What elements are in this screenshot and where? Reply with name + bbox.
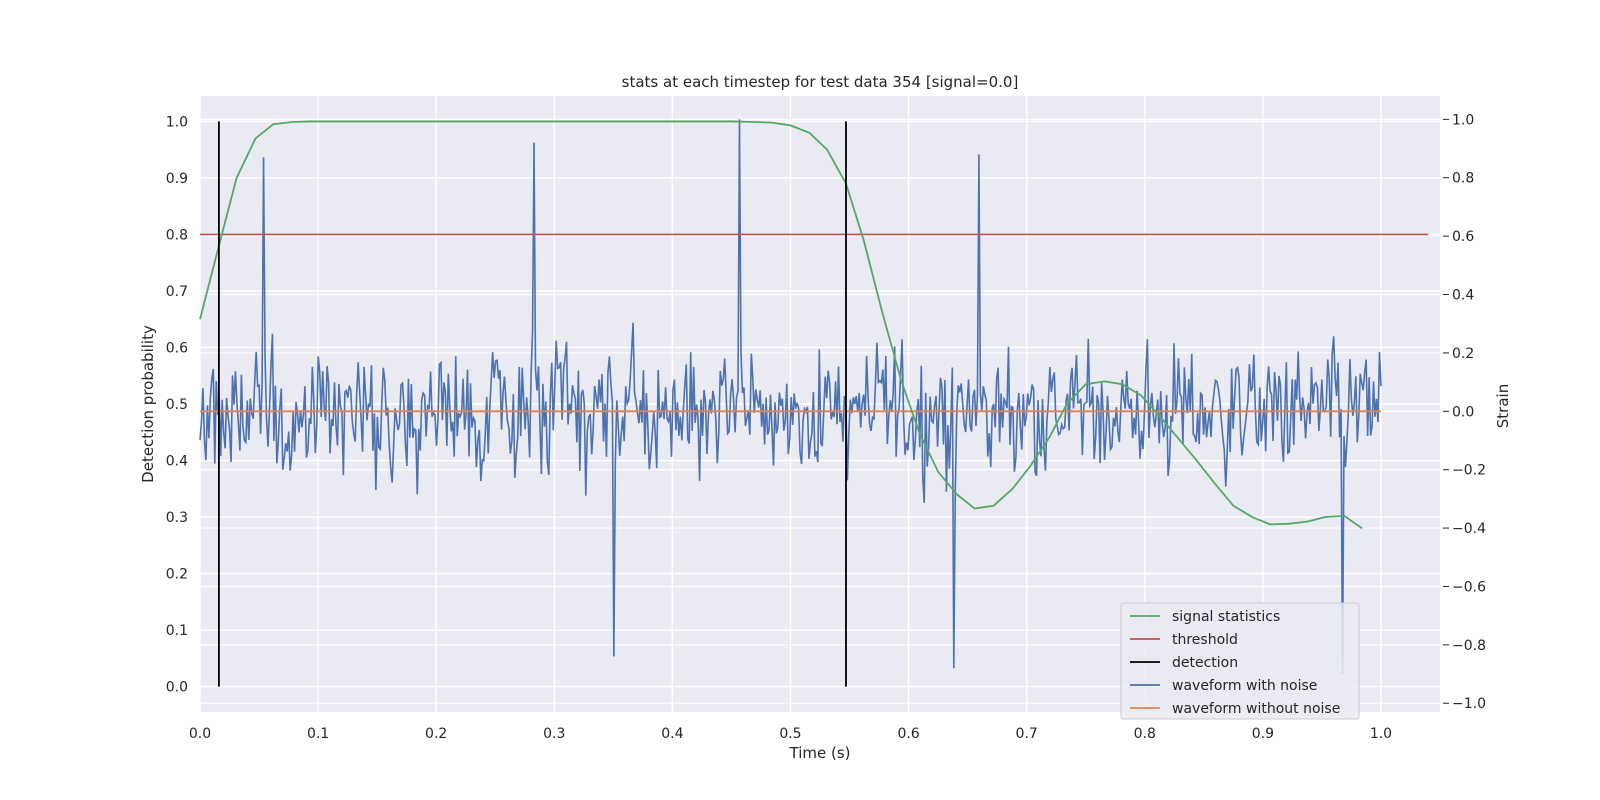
- legend-label-detection: detection: [1172, 655, 1238, 671]
- y-tick-label-left: 0.6: [166, 340, 188, 356]
- x-axis-label: Time (s): [789, 744, 851, 762]
- y-axis-label-left: Detection probability: [139, 325, 157, 483]
- y-tick-label-left: 0.1: [166, 623, 188, 639]
- legend-label-waveform-without-noise: waveform without noise: [1172, 701, 1340, 717]
- legend-box: [1120, 602, 1360, 720]
- x-tick-label: 1.0: [1370, 726, 1392, 742]
- y-tick-label-left: 0.8: [166, 227, 188, 243]
- x-tick-label: 0.4: [661, 726, 683, 742]
- y-tick-label-right: 0.2: [1452, 346, 1474, 362]
- x-tick-label: 0.8: [1134, 726, 1156, 742]
- legend-label-threshold: threshold: [1172, 632, 1238, 648]
- y-tick-label-right: −0.2: [1452, 463, 1486, 479]
- x-tick-label: 0.9: [1252, 726, 1274, 742]
- x-tick-label: 0.6: [897, 726, 919, 742]
- x-tick-label: 0.0: [189, 726, 211, 742]
- legend-label-signal-statistics: signal statistics: [1172, 609, 1280, 625]
- chart-title: stats at each timestep for test data 354…: [622, 73, 1019, 91]
- y-tick-label-left: 0.0: [166, 680, 188, 696]
- legend: signal statistics threshold detection wa…: [1120, 602, 1360, 720]
- y-tick-label-left: 0.5: [166, 397, 188, 413]
- y-tick-label-right: −0.4: [1452, 521, 1486, 537]
- x-tick-label: 0.7: [1016, 726, 1038, 742]
- series-layer: [199, 119, 1429, 687]
- x-tick-label: 0.2: [425, 726, 447, 742]
- y-tick-label-left: 0.3: [166, 510, 188, 526]
- y-axis-label-right: Strain: [1494, 384, 1512, 428]
- y-tick-label-right: 1.0: [1452, 112, 1474, 128]
- y-tick-label-left: 0.4: [166, 454, 188, 470]
- y-tick-label-left: 0.9: [166, 171, 188, 187]
- x-tick-label: 0.1: [307, 726, 329, 742]
- y-tick-label-right: 0.0: [1452, 404, 1474, 420]
- x-tick-label: 0.5: [779, 726, 801, 742]
- legend-label-waveform-with-noise: waveform with noise: [1172, 678, 1317, 694]
- y-tick-label-right: 0.6: [1452, 229, 1474, 245]
- y-tick-label-right: 0.8: [1452, 171, 1474, 187]
- y-tick-label-left: 0.7: [166, 284, 188, 300]
- x-tick-label: 0.3: [543, 726, 565, 742]
- y-tick-label-right: −1.0: [1452, 696, 1486, 712]
- y-tick-label-right: −0.8: [1452, 638, 1486, 654]
- y-tick-label-left: 0.2: [166, 567, 188, 583]
- y-tick-label-right: 0.4: [1452, 288, 1474, 304]
- ticks-layer: 0.0 0.1 0.2 0.3 0.4 0.5 0.6 0.7 0.8 0.9 1.0 0.0 0.1 0…: [166, 112, 1486, 742]
- y-tick-label-left: 1.0: [166, 114, 188, 130]
- y-tick-label-right: −0.6: [1452, 579, 1486, 595]
- series-signal-statistics: [199, 120, 1363, 530]
- series-waveform-with-noise: [199, 119, 1382, 675]
